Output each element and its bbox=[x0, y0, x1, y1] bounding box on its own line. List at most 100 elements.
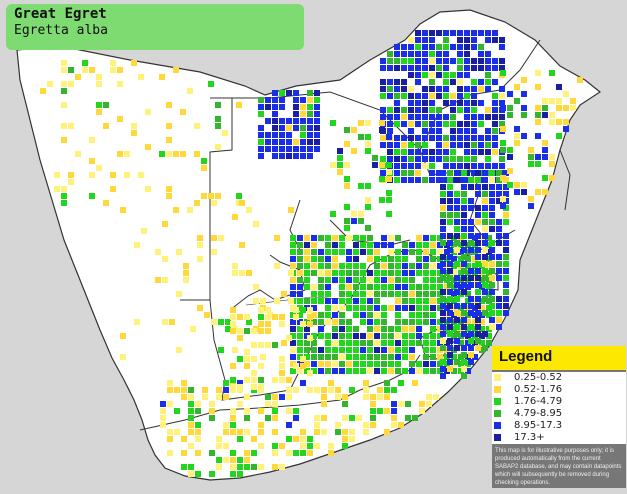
atlas-cell bbox=[325, 277, 331, 283]
atlas-cell bbox=[279, 394, 285, 400]
atlas-cell bbox=[188, 387, 194, 393]
atlas-cell bbox=[429, 58, 435, 64]
atlas-cell bbox=[479, 326, 485, 332]
atlas-cell bbox=[339, 270, 345, 276]
atlas-cell bbox=[332, 298, 338, 304]
atlas-cell bbox=[447, 247, 453, 253]
species-common-name: Great Egret bbox=[14, 6, 107, 22]
atlas-cell bbox=[450, 58, 456, 64]
atlas-cell bbox=[75, 74, 81, 80]
atlas-cell bbox=[436, 72, 442, 78]
atlas-cell bbox=[290, 319, 296, 325]
atlas-cell bbox=[450, 163, 456, 169]
atlas-cell bbox=[461, 261, 467, 267]
atlas-cell bbox=[489, 317, 495, 323]
atlas-cell bbox=[419, 401, 425, 407]
atlas-cell bbox=[314, 146, 320, 152]
atlas-cell bbox=[485, 51, 491, 57]
atlas-cell bbox=[314, 387, 320, 393]
atlas-cell bbox=[461, 359, 467, 365]
atlas-cell bbox=[499, 100, 505, 106]
atlas-cell bbox=[330, 211, 336, 217]
atlas-cell bbox=[394, 121, 400, 127]
atlas-cell bbox=[195, 450, 201, 456]
atlas-cell bbox=[318, 263, 324, 269]
atlas-cell bbox=[471, 93, 477, 99]
atlas-cell bbox=[447, 205, 453, 211]
atlas-cell bbox=[443, 51, 449, 57]
atlas-cell bbox=[272, 139, 278, 145]
atlas-cell bbox=[486, 235, 492, 241]
atlas-cell bbox=[556, 119, 562, 125]
atlas-cell bbox=[363, 422, 369, 428]
atlas-cell bbox=[395, 256, 401, 262]
atlas-cell bbox=[492, 163, 498, 169]
atlas-cell bbox=[304, 270, 310, 276]
atlas-cell bbox=[478, 114, 484, 120]
atlas-cell bbox=[461, 191, 467, 197]
atlas-cell bbox=[563, 119, 569, 125]
atlas-cell bbox=[386, 190, 392, 196]
atlas-cell bbox=[454, 317, 460, 323]
atlas-cell bbox=[464, 107, 470, 113]
atlas-cell bbox=[346, 284, 352, 290]
atlas-cell bbox=[258, 125, 264, 131]
atlas-cell bbox=[307, 450, 313, 456]
atlas-cell bbox=[422, 30, 428, 36]
atlas-cell bbox=[430, 326, 436, 332]
atlas-cell bbox=[391, 415, 397, 421]
atlas-cell bbox=[415, 79, 421, 85]
atlas-cell bbox=[188, 394, 194, 400]
legend-row: 1.76-4.79 bbox=[492, 396, 626, 408]
atlas-cell bbox=[570, 98, 576, 104]
atlas-cell bbox=[471, 58, 477, 64]
atlas-cell bbox=[454, 247, 460, 253]
atlas-cell bbox=[461, 289, 467, 295]
atlas-cell bbox=[457, 107, 463, 113]
atlas-cell bbox=[215, 102, 221, 108]
atlas-cell bbox=[318, 312, 324, 318]
atlas-cell bbox=[447, 282, 453, 288]
atlas-cell bbox=[96, 165, 102, 171]
atlas-cell bbox=[381, 319, 387, 325]
atlas-cell bbox=[218, 347, 224, 353]
atlas-cell bbox=[471, 163, 477, 169]
atlas-cell bbox=[489, 205, 495, 211]
atlas-cell bbox=[332, 312, 338, 318]
atlas-cell bbox=[197, 235, 203, 241]
atlas-cell bbox=[447, 352, 453, 358]
atlas-cell bbox=[496, 268, 502, 274]
atlas-cell bbox=[440, 331, 446, 337]
atlas-cell bbox=[159, 74, 165, 80]
atlas-cell bbox=[374, 312, 380, 318]
atlas-cell bbox=[304, 256, 310, 262]
atlas-cell bbox=[307, 436, 313, 442]
atlas-cell bbox=[461, 254, 467, 260]
atlas-cell bbox=[370, 422, 376, 428]
atlas-cell bbox=[339, 319, 345, 325]
atlas-cell bbox=[454, 261, 460, 267]
atlas-cell bbox=[332, 242, 338, 248]
atlas-cell bbox=[443, 100, 449, 106]
atlas-cell bbox=[422, 135, 428, 141]
atlas-cell bbox=[374, 277, 380, 283]
atlas-cell bbox=[436, 51, 442, 57]
atlas-cell bbox=[440, 212, 446, 218]
atlas-cell bbox=[290, 347, 296, 353]
atlas-cell bbox=[346, 249, 352, 255]
atlas-cell bbox=[173, 151, 179, 157]
atlas-cell bbox=[230, 429, 236, 435]
atlas-cell bbox=[353, 347, 359, 353]
atlas-cell bbox=[328, 443, 334, 449]
atlas-cell bbox=[401, 79, 407, 85]
atlas-cell bbox=[388, 284, 394, 290]
atlas-cell bbox=[384, 429, 390, 435]
atlas-cell bbox=[379, 127, 385, 133]
atlas-cell bbox=[430, 319, 436, 325]
atlas-cell bbox=[465, 291, 471, 297]
atlas-cell bbox=[496, 226, 502, 232]
atlas-cell bbox=[279, 363, 285, 369]
atlas-cell bbox=[436, 86, 442, 92]
atlas-cell bbox=[311, 256, 317, 262]
